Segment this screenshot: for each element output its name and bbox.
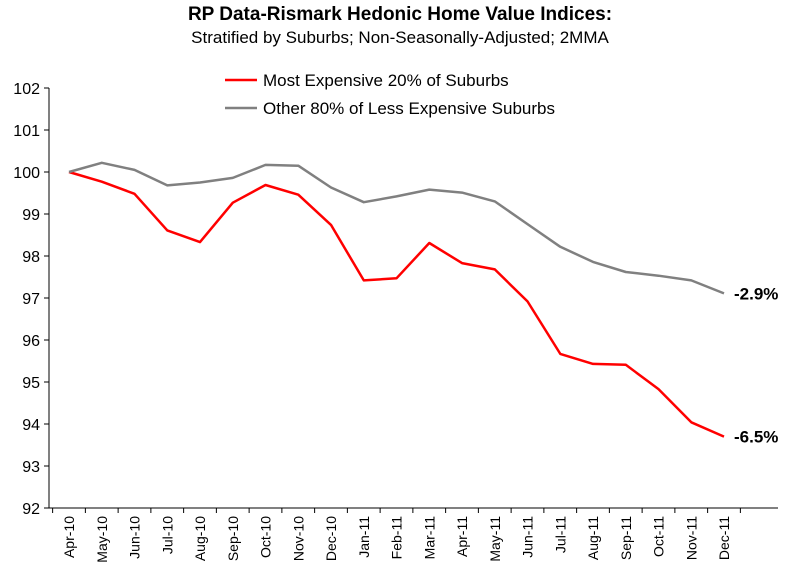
y-tick-label: 96	[22, 333, 40, 350]
y-tick-label: 94	[22, 417, 40, 434]
y-tick-label: 93	[22, 459, 40, 476]
y-tick-label: 98	[22, 249, 40, 266]
x-tick-label: Aug-11	[585, 516, 601, 560]
x-tick-label: Jul-11	[552, 516, 568, 553]
end-value-label: -2.9%	[734, 284, 778, 303]
legend: Most Expensive 20% of Suburbs Other 80% o…	[225, 71, 555, 118]
y-tick-label: 97	[22, 291, 40, 308]
x-tick-label: Apr-11	[454, 516, 470, 557]
y-tick-label: 101	[13, 123, 40, 140]
y-tick-label: 102	[13, 81, 40, 98]
x-tick-label: Oct-10	[258, 516, 274, 558]
x-tick-label: Dec-10	[323, 516, 339, 561]
legend-label: Other 80% of Less Expensive Suburbs	[263, 99, 555, 118]
y-tick-label: 99	[22, 207, 40, 224]
x-tick-label: Jan-11	[356, 516, 372, 558]
x-tick-label: Jun-11	[520, 516, 536, 558]
y-tick-label: 92	[22, 501, 40, 518]
x-tick-label: Nov-10	[290, 516, 306, 561]
end-value-label: -6.5%	[734, 428, 778, 447]
x-tick-label: Aug-10	[192, 516, 208, 561]
x-tick-label: Sep-10	[225, 516, 241, 561]
end-labels: -6.5% -2.9%	[734, 284, 778, 446]
x-tick-label: Oct-11	[651, 516, 667, 557]
y-tick-label: 100	[13, 165, 40, 182]
axes: 92 93 94 95 96 97 98 99 100 101 102 Apr-10 May-10 Jun…	[13, 81, 778, 563]
x-tick-label: Jul-10	[159, 516, 175, 554]
chart-title: RP Data-Rismark Hedonic Home Value Indic…	[187, 4, 613, 25]
y-tick-label: 95	[22, 375, 40, 392]
x-tick-label: Mar-11	[421, 516, 437, 560]
x-tick-label: Apr-10	[61, 516, 77, 558]
x-tick-label: May-11	[487, 516, 503, 562]
x-tick-label: May-10	[94, 516, 110, 563]
x-tick-label: Sep-11	[618, 516, 634, 560]
x-tick-label: Jun-10	[127, 516, 143, 559]
x-tick-label: Feb-11	[389, 516, 405, 560]
chart-subtitle: Stratified by Suburbs; Non-Seasonally-Ad…	[191, 28, 609, 47]
legend-label: Most Expensive 20% of Suburbs	[263, 71, 509, 90]
x-tick-label: Nov-11	[683, 516, 699, 560]
series-line-most-expensive	[68, 170, 725, 438]
x-tick-label: Dec-11	[716, 516, 732, 560]
series-lines	[68, 161, 725, 438]
series-line-other-80	[68, 161, 725, 295]
